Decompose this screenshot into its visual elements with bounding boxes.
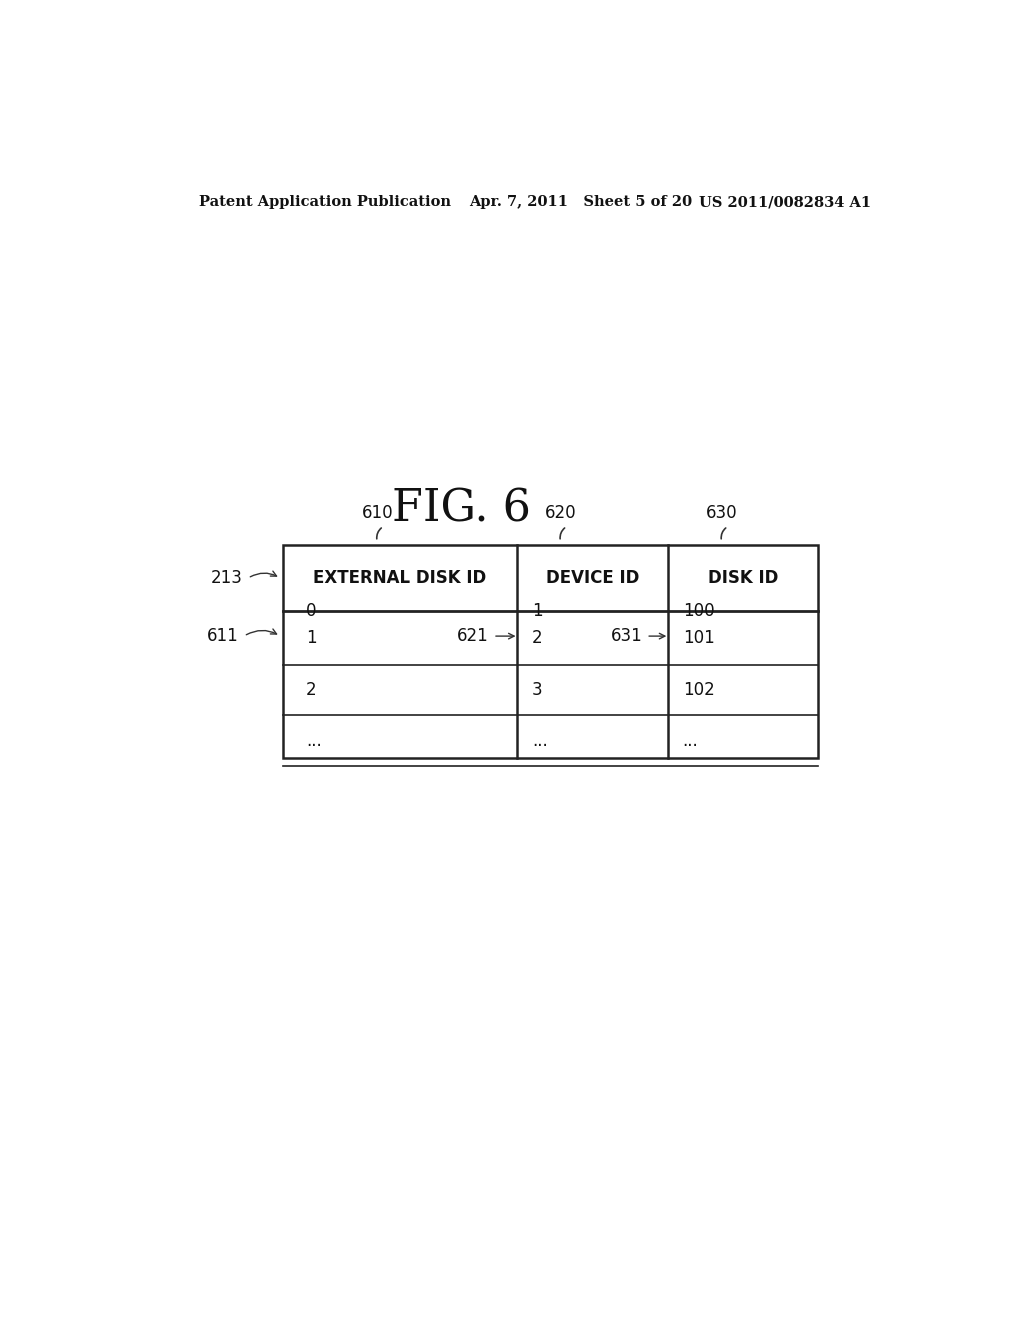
Text: 631: 631 — [610, 627, 642, 645]
Text: 0: 0 — [306, 602, 316, 619]
Bar — [283, 545, 818, 758]
Text: 630: 630 — [706, 504, 737, 523]
Text: 621: 621 — [458, 627, 489, 645]
Text: Patent Application Publication: Patent Application Publication — [200, 195, 452, 209]
Text: DEVICE ID: DEVICE ID — [546, 569, 639, 586]
Text: 213: 213 — [211, 569, 243, 587]
Text: 101: 101 — [683, 628, 715, 647]
Text: 2: 2 — [531, 628, 543, 647]
Text: 102: 102 — [683, 681, 715, 700]
Text: ...: ... — [683, 731, 698, 750]
Text: Apr. 7, 2011   Sheet 5 of 20: Apr. 7, 2011 Sheet 5 of 20 — [469, 195, 692, 209]
Text: 2: 2 — [306, 681, 316, 700]
Text: 3: 3 — [531, 681, 543, 700]
Text: DISK ID: DISK ID — [708, 569, 778, 586]
Text: FIG. 6: FIG. 6 — [392, 487, 530, 531]
Text: 100: 100 — [683, 602, 715, 619]
Text: 1: 1 — [531, 602, 543, 619]
Text: 620: 620 — [545, 504, 577, 523]
Text: 1: 1 — [306, 628, 316, 647]
Text: ...: ... — [531, 731, 548, 750]
Text: 610: 610 — [362, 504, 394, 523]
Text: ...: ... — [306, 731, 322, 750]
Text: 611: 611 — [207, 627, 239, 645]
Text: US 2011/0082834 A1: US 2011/0082834 A1 — [699, 195, 871, 209]
Text: EXTERNAL DISK ID: EXTERNAL DISK ID — [313, 569, 486, 586]
